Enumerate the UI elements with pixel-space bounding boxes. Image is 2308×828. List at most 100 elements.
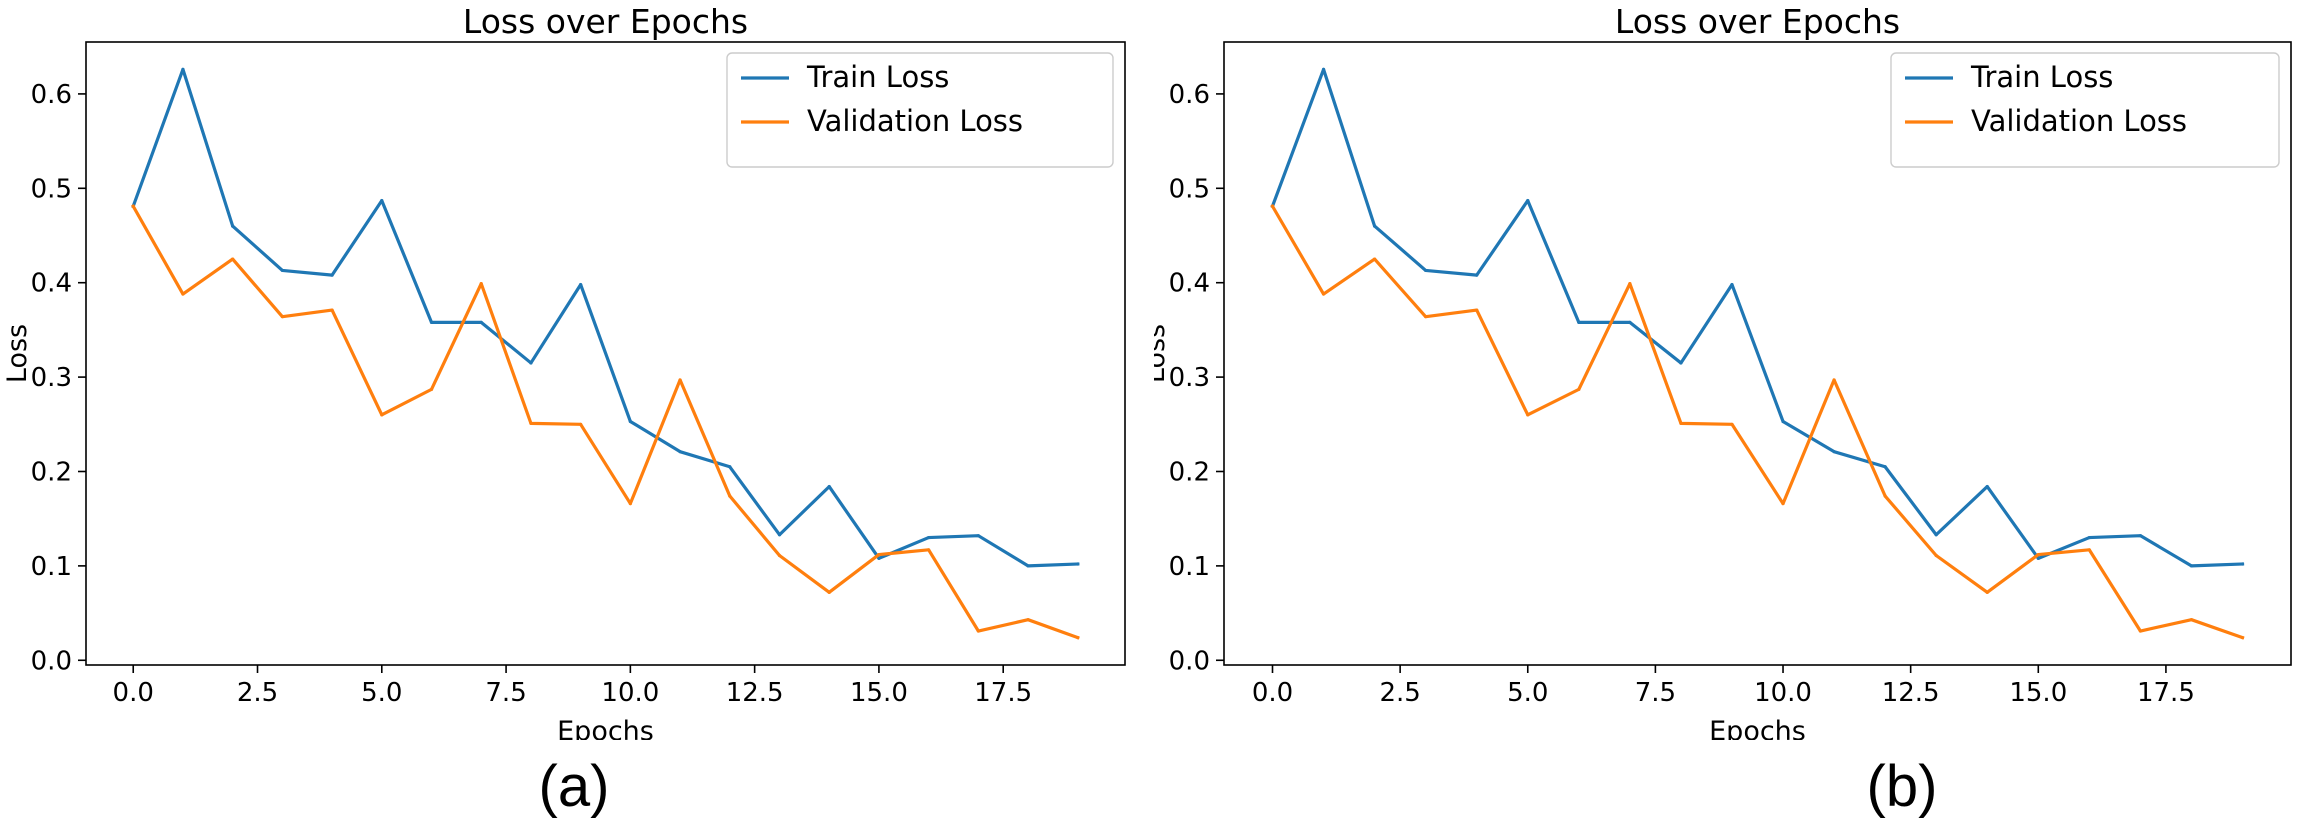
data-point xyxy=(976,534,980,538)
data-point xyxy=(1026,564,1030,568)
data-point xyxy=(231,257,235,261)
data-point xyxy=(2087,535,2091,540)
data-point xyxy=(1076,636,1080,640)
data-point xyxy=(678,450,682,454)
data-point xyxy=(1526,413,1530,417)
plot-frame xyxy=(1223,41,2292,666)
data-point xyxy=(1883,494,1887,498)
x-axis-label: Epochs xyxy=(557,716,654,740)
x-axis-label: Epochs xyxy=(1709,716,1806,740)
data-point xyxy=(2240,562,2245,566)
data-point xyxy=(1934,533,1938,537)
data-point xyxy=(529,361,533,365)
legend-label-validation-loss: Validation Loss xyxy=(807,104,1023,138)
series-line-validation-loss xyxy=(131,204,1080,640)
y-tick-label: 0.1 xyxy=(31,552,72,582)
plot-frame xyxy=(85,41,1126,666)
x-tick-label: 17.5 xyxy=(2137,678,2195,708)
data-point xyxy=(728,465,732,469)
data-point xyxy=(131,204,135,208)
data-point xyxy=(1373,257,1377,261)
data-point xyxy=(678,378,682,382)
x-tick-label: 0.0 xyxy=(1252,678,1293,708)
y-tick-label: 0.4 xyxy=(31,269,72,299)
data-point xyxy=(429,320,434,324)
x-tick-label: 12.5 xyxy=(1882,678,1940,708)
x-tick-label: 7.5 xyxy=(1635,678,1676,708)
data-point xyxy=(1526,198,1530,203)
data-point xyxy=(1730,422,1734,426)
x-tick-label: 12.5 xyxy=(726,678,784,708)
data-point xyxy=(1577,387,1581,391)
data-point xyxy=(529,421,533,425)
x-tick-label: 15.0 xyxy=(850,678,908,708)
data-point xyxy=(877,556,881,560)
data-point xyxy=(181,292,185,296)
data-point xyxy=(1628,282,1632,286)
data-point xyxy=(1883,465,1887,469)
data-point xyxy=(1832,378,1836,382)
data-point xyxy=(927,548,931,552)
data-point xyxy=(479,282,483,286)
data-point xyxy=(1934,553,1938,558)
data-point xyxy=(579,282,583,287)
data-point xyxy=(2138,534,2142,538)
legend-label-validation-loss: Validation Loss xyxy=(1971,104,2187,138)
legend-label-train-loss: Train Loss xyxy=(1970,60,2113,94)
data-point xyxy=(827,484,831,489)
y-tick-label: 0.3 xyxy=(1169,363,1210,393)
data-point xyxy=(2240,636,2245,640)
data-point xyxy=(2036,552,2040,557)
line-chart-b: Loss over Epochs 0.0 2.5 5.0 7.5 10.0 12.5 15.0… xyxy=(1154,2,2292,740)
data-point xyxy=(628,419,632,424)
y-tick-label: 0.0 xyxy=(31,646,72,676)
data-point xyxy=(1270,204,1275,208)
data-point xyxy=(2087,548,2091,552)
data-point xyxy=(181,67,185,71)
chart-title: Loss over Epochs xyxy=(1615,2,1900,41)
panel-caption-b: (b) xyxy=(1866,754,1938,819)
data-point xyxy=(231,224,235,228)
data-point xyxy=(280,315,284,319)
panel-caption-a: (a) xyxy=(538,754,610,819)
chart-title: Loss over Epochs xyxy=(463,2,748,41)
data-point xyxy=(1373,224,1377,228)
y-axis-label: Loss xyxy=(2,324,33,383)
y-tick-label: 0.1 xyxy=(1169,552,1210,582)
x-tick-label: 5.0 xyxy=(1507,678,1548,708)
data-point xyxy=(330,308,334,312)
x-tick-label: 10.0 xyxy=(601,678,659,708)
x-tick-label: 2.5 xyxy=(237,678,278,708)
legend xyxy=(726,52,1114,168)
series-line-train-loss xyxy=(1270,67,2245,568)
data-point xyxy=(1424,268,1428,273)
data-point xyxy=(728,494,732,498)
data-point xyxy=(628,501,632,506)
legend xyxy=(1890,52,2280,168)
data-point xyxy=(1475,308,1479,312)
chart-panel-b: Loss over Epochs 0.0 2.5 5.0 7.5 10.0 12.5 15.0… xyxy=(1154,0,2308,828)
data-point xyxy=(429,387,434,391)
data-point xyxy=(1076,562,1080,566)
data-point xyxy=(380,413,384,417)
data-point xyxy=(1832,450,1836,454)
data-point xyxy=(1781,501,1785,506)
x-tick-label: 10.0 xyxy=(1754,678,1812,708)
x-tick-label: 17.5 xyxy=(974,678,1032,708)
data-point xyxy=(2036,556,2040,560)
data-point xyxy=(1475,273,1479,277)
y-tick-label: 0.2 xyxy=(1169,457,1210,487)
data-point xyxy=(927,535,931,540)
series-line-validation-loss xyxy=(1270,204,2245,640)
x-tick-label: 5.0 xyxy=(361,678,402,708)
data-point xyxy=(1424,315,1428,319)
y-axis-label: Loss xyxy=(1154,324,1171,383)
data-point xyxy=(1985,484,1989,489)
data-point xyxy=(2189,618,2194,622)
data-point xyxy=(1577,320,1581,324)
y-tick-label: 0.0 xyxy=(1169,646,1210,676)
line-chart-a: Loss over Epochs 0.0 2.5 5.0 7.5 10.0 12.5 15.0… xyxy=(2,2,1126,740)
y-tick-label: 0.2 xyxy=(31,457,72,487)
data-point xyxy=(1026,618,1030,622)
data-point xyxy=(1985,590,1989,594)
